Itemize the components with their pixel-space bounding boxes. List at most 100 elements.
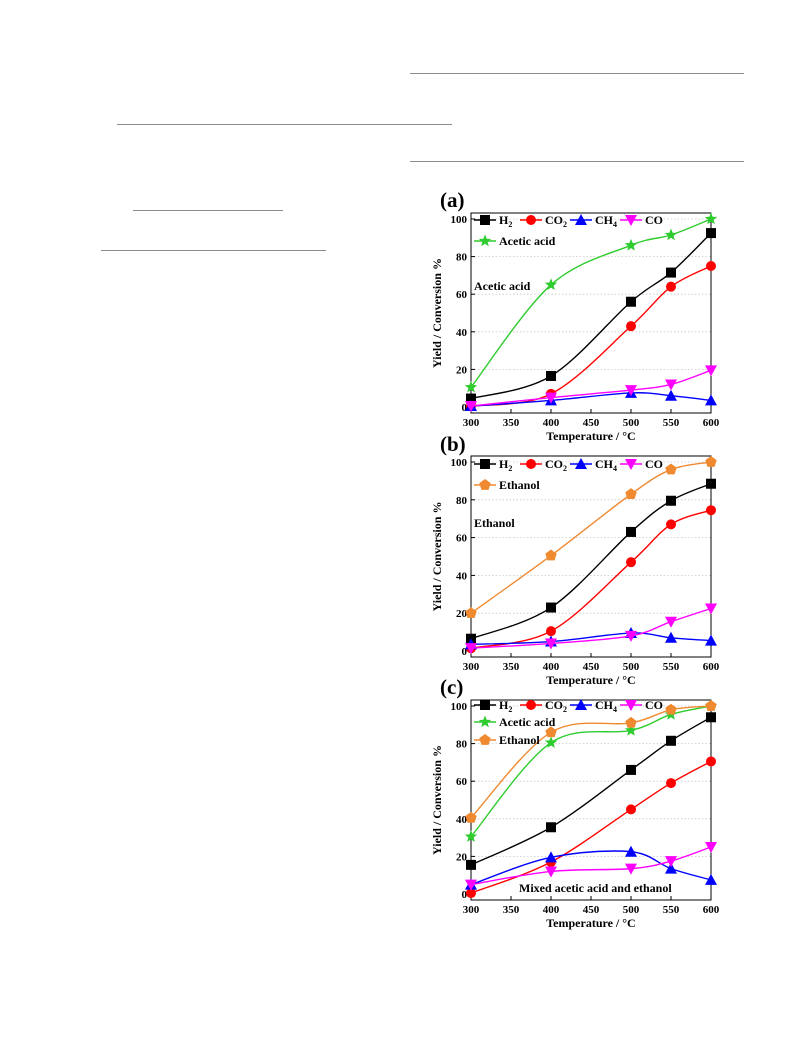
page-rule [117, 124, 452, 125]
data-point [466, 888, 476, 899]
data-point [546, 602, 556, 613]
x-tick-label: 550 [663, 661, 680, 673]
x-tick-label: 350 [503, 417, 520, 429]
legend-label-sub: 4 [613, 705, 617, 714]
data-point [665, 631, 677, 643]
data-point [666, 778, 676, 789]
data-point [665, 463, 677, 475]
legend-label-main: Acetic acid [499, 715, 556, 729]
data-point [546, 822, 556, 833]
legend-label-sub: 2 [563, 464, 567, 473]
y-tick-label: 80 [456, 495, 468, 507]
x-tick-label: 400 [543, 417, 560, 429]
legend-label: H2 [499, 698, 512, 714]
legend-label: CH4 [595, 457, 617, 473]
x-tick-label: 550 [663, 417, 680, 429]
series-co [465, 603, 717, 655]
legend-label-main: H [499, 457, 509, 471]
data-point [625, 863, 637, 875]
data-point [666, 519, 676, 530]
legend-marker [479, 734, 491, 745]
data-point [705, 456, 717, 467]
panel-label: (b) [440, 432, 466, 456]
data-point [465, 811, 477, 823]
legend-entry: CO [620, 457, 663, 471]
y-tick-label: 100 [451, 457, 468, 469]
series-line [470, 483, 712, 640]
x-tick-label: 350 [503, 661, 520, 673]
data-point [626, 557, 636, 568]
data-point [706, 478, 716, 489]
data-point [706, 228, 716, 239]
legend-entry: Ethanol [474, 733, 540, 747]
data-point [666, 281, 676, 292]
data-point [545, 638, 557, 650]
legend-entry: CO2 [520, 457, 567, 473]
y-tick-label: 100 [451, 701, 468, 713]
legend-entry: H2 [474, 457, 512, 473]
series-h2 [466, 712, 716, 870]
data-point [545, 549, 557, 561]
legend-marker [625, 459, 637, 470]
page-rule [101, 250, 326, 251]
data-point [625, 845, 637, 857]
y-tick-label: 20 [456, 608, 468, 620]
x-axis-title: Temperature / °C [546, 429, 635, 443]
legend-label-main: H [499, 698, 509, 712]
data-point [705, 394, 717, 406]
page-rule [133, 210, 283, 211]
legend-marker [625, 215, 637, 226]
legend-marker [625, 700, 637, 711]
legend-entry: CO [620, 213, 663, 227]
legend-label-sub: 2 [563, 705, 567, 714]
data-point [546, 626, 556, 637]
legend-label: CH4 [595, 213, 617, 229]
legend-marker [575, 699, 587, 710]
data-point [706, 505, 716, 516]
y-tick-label: 80 [456, 252, 468, 264]
y-tick-label: 100 [451, 214, 468, 226]
y-tick-label: 40 [456, 814, 468, 826]
legend-label: CO [645, 457, 663, 471]
legend-entry: CH4 [570, 213, 617, 229]
x-tick-label: 450 [583, 417, 600, 429]
y-axis-title: Yield / Conversion % [430, 258, 444, 368]
x-tick-label: 600 [703, 661, 720, 673]
data-point [665, 862, 677, 874]
data-point [665, 616, 677, 628]
legend-marker [479, 479, 491, 490]
data-point [545, 392, 557, 404]
data-point [544, 278, 558, 291]
data-point [624, 238, 638, 251]
x-tick-label: 300 [463, 661, 480, 673]
legend-entry: Acetic acid [474, 715, 556, 729]
data-point [666, 495, 676, 506]
data-point [626, 804, 636, 815]
data-point [665, 703, 677, 715]
data-point [705, 634, 717, 646]
y-tick-label: 40 [456, 327, 468, 339]
legend-label: H2 [499, 213, 512, 229]
series-h2 [466, 228, 716, 404]
series-line [470, 716, 712, 866]
series-co [465, 365, 717, 413]
legend-marker [526, 700, 536, 710]
legend-marker [575, 214, 587, 225]
legend-label-main: CH [595, 457, 614, 471]
data-point [625, 630, 637, 642]
legend-label-sub: 4 [613, 220, 617, 229]
legend-entry: CH4 [570, 457, 617, 473]
data-point [625, 385, 637, 397]
page-rule [410, 73, 744, 74]
legend-entry: Ethanol [474, 478, 540, 492]
y-tick-label: 20 [456, 851, 468, 863]
data-point [664, 228, 678, 241]
data-point [546, 370, 556, 381]
data-point [464, 380, 478, 393]
legend-label-main: CH [595, 213, 614, 227]
y-tick-label: 60 [456, 533, 468, 545]
legend-label-main: Ethanol [499, 733, 540, 747]
